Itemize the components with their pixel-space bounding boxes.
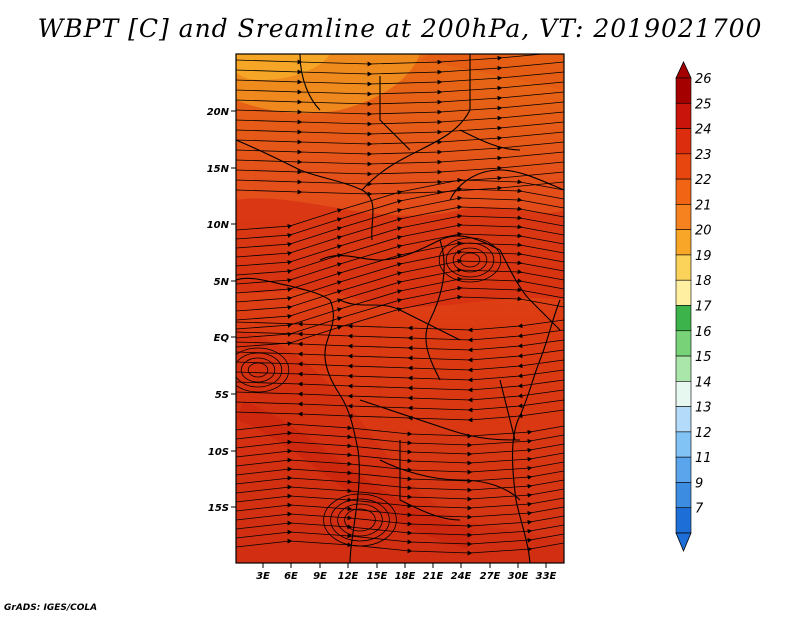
lon-label: 6E xyxy=(284,571,298,582)
lon-label: 21E xyxy=(423,571,444,582)
colorbar-segment xyxy=(675,279,692,306)
colorbar-label: 19 xyxy=(695,249,712,264)
streamline-vortex xyxy=(459,252,481,268)
streamline xyxy=(236,91,564,107)
streamline-vortex xyxy=(337,503,383,537)
colorbar-label: 15 xyxy=(695,350,712,365)
colorbar-label: 9 xyxy=(695,476,703,491)
streamline xyxy=(236,71,564,87)
map-title: WBPT [C] and Sreamline at 200hPa, VT: 20… xyxy=(37,14,763,43)
streamline xyxy=(236,121,564,137)
streamline xyxy=(236,379,564,393)
colorbar-segment xyxy=(675,330,692,357)
streamline xyxy=(236,111,564,127)
streamline xyxy=(236,161,564,177)
streamline xyxy=(236,294,564,348)
colorbar-label: 13 xyxy=(695,401,712,416)
colorbar-segment xyxy=(675,431,692,458)
lon-label: 12E xyxy=(338,571,359,582)
colorbar-label: 23 xyxy=(695,148,712,163)
colorbar-segment xyxy=(675,355,692,382)
colorbar-segment xyxy=(675,305,692,332)
lat-label: 15N xyxy=(207,164,230,175)
lat-label: EQ xyxy=(214,333,230,344)
streamline-vortex xyxy=(330,498,390,542)
lat-axis: 20N 15N 10N 5N EQ 5S 10S 15S xyxy=(207,107,236,514)
streamline-vortex xyxy=(323,493,397,547)
grads-credit: GrADS: IGES/COLA xyxy=(4,603,98,613)
colorbar-label: 12 xyxy=(695,426,712,441)
streamline xyxy=(236,389,564,403)
colorbar-label: 26 xyxy=(695,72,712,87)
lat-label: 10S xyxy=(208,447,229,458)
colorbar-segment xyxy=(675,153,692,180)
colorbar-bottom-arrow xyxy=(675,532,692,553)
streamline xyxy=(236,151,564,167)
lon-label: 3E xyxy=(256,571,270,582)
lon-axis: 3E 6E 9E 12E 15E 18E 21E 24E 27E 30E 33E xyxy=(256,563,557,582)
streamline xyxy=(236,329,564,343)
streamline xyxy=(236,399,564,413)
colorbar-segment xyxy=(675,77,692,104)
colorbar-label: 7 xyxy=(695,502,704,517)
streamline xyxy=(236,101,564,117)
streamline xyxy=(236,538,564,556)
lat-label: 5N xyxy=(214,277,230,288)
colorbar-label: 18 xyxy=(695,274,712,289)
lat-label: 5S xyxy=(215,390,229,401)
streamline-vortex xyxy=(236,347,290,393)
colorbar-segment xyxy=(675,406,692,433)
lon-label: 27E xyxy=(480,571,501,582)
colorbar-segment xyxy=(675,482,692,509)
lat-label: 20N xyxy=(207,107,230,118)
colorbar-segment xyxy=(675,229,692,256)
colorbar-label: 16 xyxy=(695,325,712,340)
colorbar: 26 25 24 23 22 21 20 19 18 17 16 15 14 13 12 11 9 7 xyxy=(675,61,712,553)
colorbar-segment xyxy=(675,507,692,534)
lon-label: 30E xyxy=(508,571,529,582)
lon-label: 24E xyxy=(451,571,472,582)
lat-label: 10N xyxy=(207,220,230,231)
streamline-vortex xyxy=(445,242,495,278)
streamline xyxy=(236,54,547,67)
colorbar-label: 20 xyxy=(695,224,712,239)
streamline xyxy=(236,141,564,157)
streamline xyxy=(236,61,564,77)
colorbar-segment xyxy=(675,381,692,407)
colorbar-segment xyxy=(675,456,692,483)
streamline-vortex xyxy=(344,508,376,532)
colorbar-label: 24 xyxy=(695,123,712,138)
lon-label: 33E xyxy=(536,571,557,582)
colorbar-segment xyxy=(675,128,692,155)
lon-label: 9E xyxy=(313,571,327,582)
colorbar-label: 14 xyxy=(695,375,712,390)
streamline xyxy=(236,131,564,147)
streamline-vortex xyxy=(236,352,283,388)
lat-label: 15S xyxy=(208,503,229,514)
streamline xyxy=(236,81,564,97)
streamline xyxy=(236,319,564,333)
country-borders xyxy=(236,54,564,563)
colorbar-label: 22 xyxy=(695,173,712,188)
lon-label: 18E xyxy=(395,571,416,582)
colorbar-label: 17 xyxy=(695,300,712,315)
streamline xyxy=(236,359,564,373)
streamline-vortex xyxy=(247,362,269,378)
streamline xyxy=(236,349,564,363)
streamline xyxy=(236,339,564,353)
streamline-vortex xyxy=(452,247,488,273)
colorbar-segment xyxy=(675,178,692,205)
colorbar-segment xyxy=(675,204,692,230)
streamline-vortex xyxy=(240,357,276,383)
colorbar-segment xyxy=(675,102,692,129)
lon-label: 15E xyxy=(367,571,388,582)
map-frame xyxy=(235,53,565,564)
colorbar-label: 25 xyxy=(695,97,712,112)
colorbar-label: 11 xyxy=(695,451,712,466)
colorbar-label: 21 xyxy=(695,198,712,213)
colorbar-top-arrow xyxy=(675,61,692,79)
streamline xyxy=(236,369,564,383)
colorbar-segment xyxy=(675,254,692,281)
